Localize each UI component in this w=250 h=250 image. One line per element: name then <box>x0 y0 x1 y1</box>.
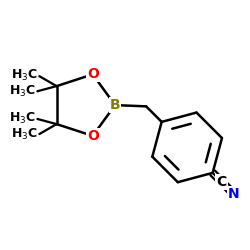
Text: B: B <box>110 98 120 112</box>
Text: O: O <box>87 129 99 143</box>
Text: H$_3$C: H$_3$C <box>9 111 36 126</box>
Text: H$_3$C: H$_3$C <box>12 68 38 83</box>
Text: H$_3$C: H$_3$C <box>12 127 38 142</box>
Text: N: N <box>228 187 239 201</box>
Text: C: C <box>216 175 226 189</box>
Text: H$_3$C: H$_3$C <box>9 84 36 99</box>
Text: O: O <box>87 67 99 81</box>
